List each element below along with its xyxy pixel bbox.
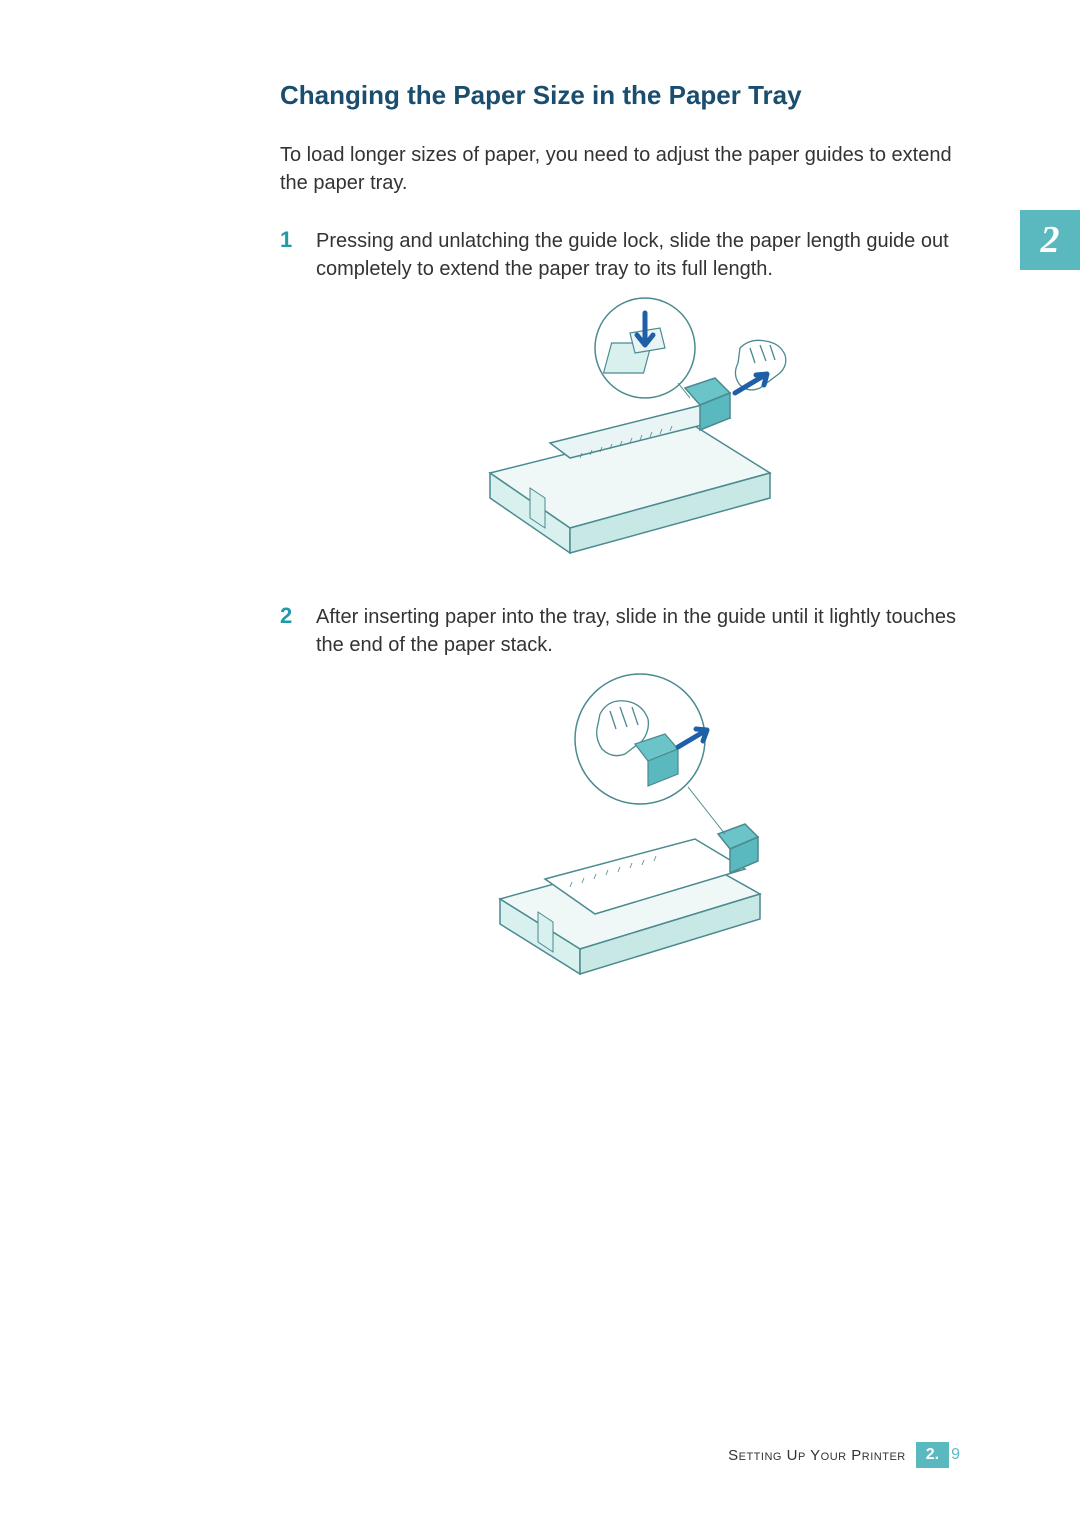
illustration-1 xyxy=(280,293,960,573)
step-number: 2 xyxy=(280,603,316,659)
illustration-2 xyxy=(280,669,960,999)
section-title: Changing the Paper Size in the Paper Tra… xyxy=(280,80,960,111)
tray-guide-diagram xyxy=(450,669,790,999)
tray-extend-diagram xyxy=(430,293,810,573)
chapter-tab: 2 xyxy=(1020,210,1080,270)
step-1: 1 Pressing and unlatching the guide lock… xyxy=(280,227,960,283)
footer-chapter-badge: 2. xyxy=(916,1442,949,1468)
step-text: After inserting paper into the tray, sli… xyxy=(316,603,960,659)
step-2: 2 After inserting paper into the tray, s… xyxy=(280,603,960,659)
intro-paragraph: To load longer sizes of paper, you need … xyxy=(280,141,960,197)
footer-page-number: 9 xyxy=(951,1446,960,1464)
step-number: 1 xyxy=(280,227,316,283)
footer-section-name: Setting Up Your Printer xyxy=(728,1447,906,1464)
page-footer: Setting Up Your Printer 2.9 xyxy=(728,1442,960,1468)
page-content: Changing the Paper Size in the Paper Tra… xyxy=(0,0,1080,999)
step-text: Pressing and unlatching the guide lock, … xyxy=(316,227,960,283)
